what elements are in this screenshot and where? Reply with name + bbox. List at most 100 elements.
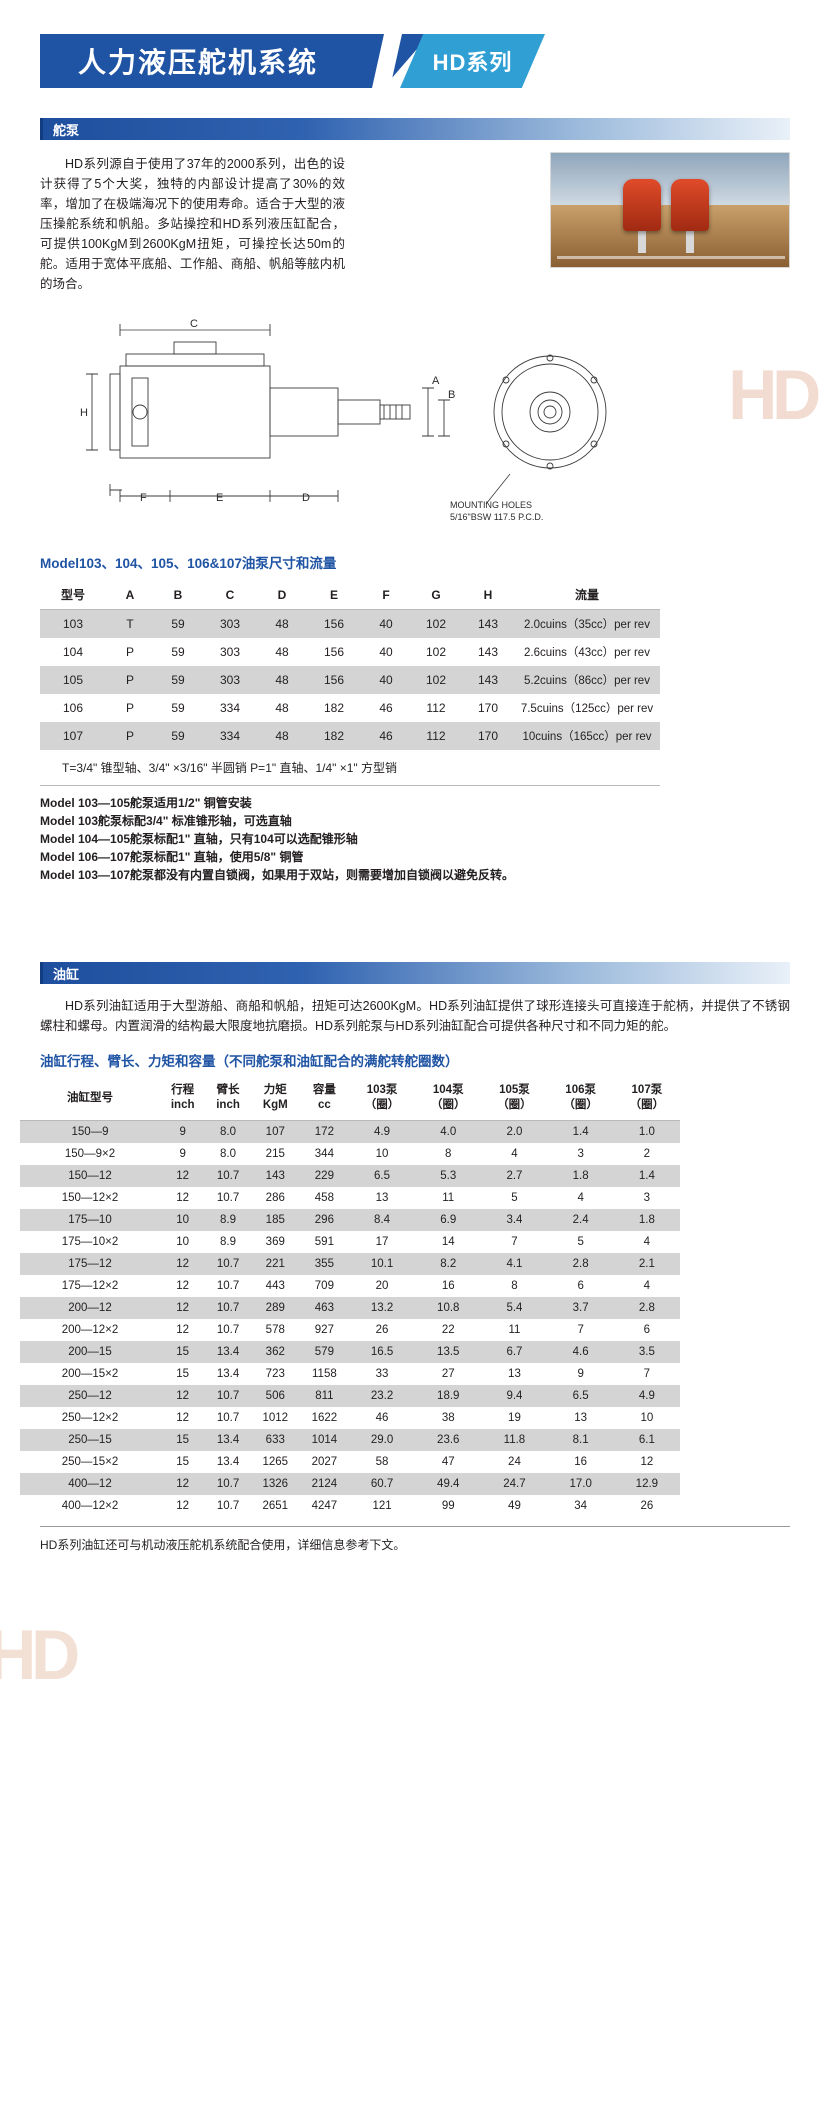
section-header-pump: 舵泵 xyxy=(40,118,790,140)
cell-p107: 12.9 xyxy=(613,1473,680,1495)
cell-d: 48 xyxy=(258,666,306,694)
cell-model: 200—15 xyxy=(20,1341,160,1363)
section-header-cylinder: 油缸 xyxy=(40,962,790,984)
cell-model: 103 xyxy=(40,609,106,638)
cell-cc: 229 xyxy=(299,1165,349,1187)
th-cyl-model-l1: 油缸型号 xyxy=(67,1091,113,1104)
cell-p106: 2.8 xyxy=(547,1253,614,1275)
cell-p103: 4.9 xyxy=(348,1120,416,1143)
th-flow: 流量 xyxy=(514,580,660,610)
cell-p104: 8 xyxy=(415,1143,482,1165)
cell-p105: 5.4 xyxy=(481,1297,548,1319)
cell-p104: 47 xyxy=(415,1451,482,1473)
cell-cc: 1622 xyxy=(299,1407,349,1429)
cell-p106: 1.4 xyxy=(547,1120,614,1143)
cell-model: 150—9×2 xyxy=(20,1143,160,1165)
cell-model: 200—12 xyxy=(20,1297,160,1319)
cell-arm: 8.9 xyxy=(205,1231,251,1253)
cell-g: 112 xyxy=(410,722,462,750)
th-pump107-l2: （圈） xyxy=(629,1099,665,1111)
cell-c: 303 xyxy=(202,666,258,694)
th-arm: 臂长 inch xyxy=(205,1078,251,1121)
cell-model: 200—12×2 xyxy=(20,1319,160,1341)
cell-arm: 10.7 xyxy=(205,1495,251,1517)
pump-dimension-table: 型号 A B C D E F G H 流量 103 T 59 303 48 156 40 10… xyxy=(40,580,660,786)
cell-p107: 4 xyxy=(613,1275,680,1297)
th-pump106-l1: 106泵 xyxy=(565,1084,596,1096)
cell-p104: 13.5 xyxy=(415,1341,482,1363)
mounting-note-line2: 5/16"BSW 117.5 P.C.D. xyxy=(450,512,543,522)
table-row: 200—12 12 10.7 289 463 13.2 10.8 5.4 3.7 2.8 xyxy=(20,1297,680,1319)
cell-g: 112 xyxy=(410,694,462,722)
th-pump106: 106泵 （圈） xyxy=(547,1078,614,1121)
cell-p105: 3.4 xyxy=(481,1209,548,1231)
cell-flow: 7.5cuins（125cc）per rev xyxy=(514,694,660,722)
th-f: F xyxy=(362,580,410,610)
photo-sky xyxy=(551,153,789,206)
pump-technical-drawing: C A B H F E D MOUNTING HOLES 5/16"BSW 11… xyxy=(40,308,790,538)
th-d: D xyxy=(258,580,306,610)
th-torque: 力矩 KgM xyxy=(250,1078,300,1121)
cell-p103: 10 xyxy=(348,1143,416,1165)
cell-p103: 60.7 xyxy=(348,1473,416,1495)
cell-p106: 3.7 xyxy=(547,1297,614,1319)
cell-p106: 9 xyxy=(547,1363,614,1385)
cell-arm: 10.7 xyxy=(205,1165,251,1187)
cell-g: 102 xyxy=(410,666,462,694)
cell-model: 400—12×2 xyxy=(20,1495,160,1517)
cell-p105: 9.4 xyxy=(481,1385,548,1407)
cell-cc: 2027 xyxy=(299,1451,349,1473)
cell-arm: 13.4 xyxy=(205,1451,251,1473)
cell-p107: 1.8 xyxy=(613,1209,680,1231)
cell-p106: 3 xyxy=(547,1143,614,1165)
cell-p105: 11.8 xyxy=(481,1429,548,1451)
shaft-type-legend: T=3/4" 锥型轴、3/4" ×3/16" 半圆销 P=1" 直轴、1/4" … xyxy=(40,750,660,786)
cell-stroke: 12 xyxy=(160,1385,206,1407)
th-stroke-l2: inch xyxy=(170,1099,195,1111)
photo-pedestal xyxy=(638,223,646,253)
cell-p104: 16 xyxy=(415,1275,482,1297)
cell-stroke: 15 xyxy=(160,1363,206,1385)
photo-pedestal xyxy=(686,223,694,253)
cell-torque: 369 xyxy=(250,1231,300,1253)
cell-p107: 7 xyxy=(613,1363,680,1385)
cell-f: 40 xyxy=(362,638,410,666)
cell-d: 48 xyxy=(258,694,306,722)
cell-p105: 4.1 xyxy=(481,1253,548,1275)
cell-arm: 10.7 xyxy=(205,1253,251,1275)
cell-g: 102 xyxy=(410,638,462,666)
cell-model: 150—12×2 xyxy=(20,1187,160,1209)
cell-stroke: 10 xyxy=(160,1209,206,1231)
cell-p105: 11 xyxy=(481,1319,548,1341)
cell-torque: 289 xyxy=(250,1297,300,1319)
cell-p104: 6.9 xyxy=(415,1209,482,1231)
cell-torque: 221 xyxy=(250,1253,300,1275)
cell-torque: 1012 xyxy=(250,1407,300,1429)
cell-torque: 1265 xyxy=(250,1451,300,1473)
cell-model: 250—15×2 xyxy=(20,1451,160,1473)
cell-arm: 10.7 xyxy=(205,1275,251,1297)
cell-p107: 4 xyxy=(613,1231,680,1253)
cell-arm: 10.7 xyxy=(205,1407,251,1429)
cell-p105: 7 xyxy=(481,1231,548,1253)
dim-label-e: E xyxy=(216,492,223,504)
cell-e: 156 xyxy=(306,609,362,638)
cell-cc: 355 xyxy=(299,1253,349,1275)
cell-flow: 10cuins（165cc）per rev xyxy=(514,722,660,750)
th-model: 型号 xyxy=(40,580,106,610)
cell-p107: 2.8 xyxy=(613,1297,680,1319)
cell-b: 59 xyxy=(154,694,202,722)
th-pump107: 107泵 （圈） xyxy=(613,1078,680,1121)
cell-p105: 24.7 xyxy=(481,1473,548,1495)
cell-arm: 10.7 xyxy=(205,1385,251,1407)
mounting-note-line1: MOUNTING HOLES xyxy=(450,500,532,510)
cell-p106: 5 xyxy=(547,1231,614,1253)
cylinder-intro-text: HD系列油缸适用于大型游船、商船和帆船，扭矩可达2600KgM。HD系列油缸提供… xyxy=(40,999,790,1033)
section-header-cylinder-label: 油缸 xyxy=(53,966,80,982)
table-row: 175—10 10 8.9 185 296 8.4 6.9 3.4 2.4 1.8 xyxy=(20,1209,680,1231)
page-title: 人力液压舵机系统 xyxy=(78,47,319,78)
cell-p104: 27 xyxy=(415,1363,482,1385)
cell-h: 143 xyxy=(462,666,514,694)
cell-stroke: 12 xyxy=(160,1473,206,1495)
th-torque-l1: 力矩 xyxy=(263,1084,287,1096)
